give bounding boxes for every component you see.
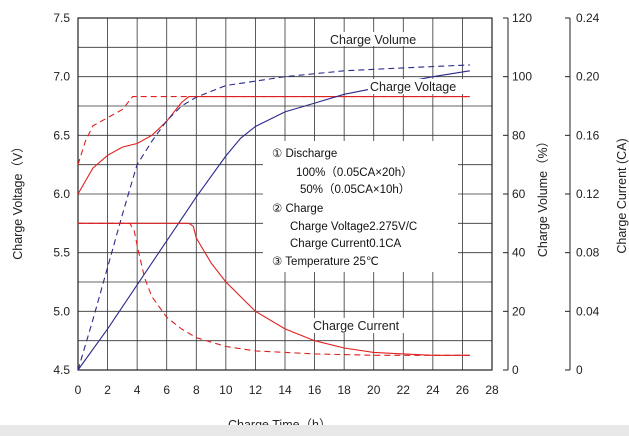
annotation-line-4: ② Charge <box>272 203 323 215</box>
y-right1-tick-label: 120 <box>512 11 532 25</box>
curve-label-voltage: Charge Voltage <box>370 80 456 94</box>
curve-label-current: Charge Current <box>313 319 400 333</box>
annotation-line-2: 100%（0.05CA×20h） <box>296 166 413 179</box>
x-tick-label: 24 <box>426 383 440 397</box>
y-right2-tick-label: 0 <box>576 363 583 377</box>
annotation-line-6: Charge Current0.1CA <box>290 238 402 250</box>
y-left-tick-label: 5.0 <box>53 304 70 318</box>
annotation-box <box>263 141 458 272</box>
y-right2-tick-label: 0.08 <box>576 246 600 260</box>
tick-labels: 4.55.05.56.06.57.07.50 2 4 6 8 10 12 14 16 18 20 22… <box>53 11 599 397</box>
bottom-strip <box>0 425 629 436</box>
series-line-charge-voltage-dashed <box>77 96 470 165</box>
y-left-tick-label: 5.5 <box>53 246 70 260</box>
x-tick-label: 20 <box>367 383 381 397</box>
series-line-charge-current-solid <box>78 222 470 356</box>
x-tick-label: 14 <box>278 383 292 397</box>
y-left-tick-label: 6.0 <box>53 187 70 201</box>
y-right2-axis-title: Charge Current (CA) <box>615 138 629 253</box>
annotation-line-3: 50%（0.05CA×10h） <box>300 183 410 196</box>
y-right1-tick-label: 20 <box>512 304 526 318</box>
annotation-line-7: ③ Temperature 25℃ <box>272 256 379 268</box>
y-right2-tick-label: 0.20 <box>576 70 600 84</box>
y-left-tick-label: 7.0 <box>53 70 70 84</box>
x-tick-label: 28 <box>485 383 499 397</box>
y-right1-tick-label: 80 <box>512 128 526 142</box>
x-tick-label: 2 <box>104 383 111 397</box>
y-right2-tick-label: 0.16 <box>576 128 600 142</box>
y-right2-tick-label: 0.12 <box>576 187 600 201</box>
y-left-tick-label: 4.5 <box>53 363 70 377</box>
y-right1-tick-label: 0 <box>512 363 519 377</box>
x-tick-label: 8 <box>193 383 200 397</box>
y-left-tick-label: 7.5 <box>53 11 70 25</box>
y-right2-tick-label: 0.04 <box>576 304 600 318</box>
y-right1-axis-title: Charge Volume（%） <box>536 135 550 257</box>
annotation-line-5: Charge Voltage2.275V/C <box>290 221 417 233</box>
x-tick-label: 12 <box>249 383 263 397</box>
x-tick-label: 0 <box>75 383 82 397</box>
x-tick-label: 4 <box>134 383 141 397</box>
y-right1-tick-label: 100 <box>512 70 532 84</box>
x-tick-label: 26 <box>456 383 470 397</box>
x-tick-label: 6 <box>163 383 170 397</box>
y-left-tick-label: 6.5 <box>53 128 70 142</box>
x-tick-label: 18 <box>337 383 351 397</box>
series-line-charge-current-dashed <box>78 222 470 356</box>
annotation-line-1: ① Discharge <box>272 148 337 160</box>
x-tick-label: 10 <box>219 383 233 397</box>
x-tick-label: 16 <box>308 383 322 397</box>
y-right2-tick-label: 0.24 <box>576 11 600 25</box>
y-left-axis-title: Charge Voltage（V） <box>11 140 25 260</box>
annotation-legend: ① Discharge 100%（0.05CA×20h） 50%（0.05CA×… <box>272 148 417 268</box>
curve-label-volume: Charge Volume <box>330 33 416 47</box>
series-line-charge-volume-dashed <box>77 64 470 371</box>
x-tick-label: 22 <box>397 383 411 397</box>
y-right1-tick-label: 60 <box>512 187 526 201</box>
data-series <box>77 64 470 371</box>
y-right1-tick-label: 40 <box>512 246 526 260</box>
